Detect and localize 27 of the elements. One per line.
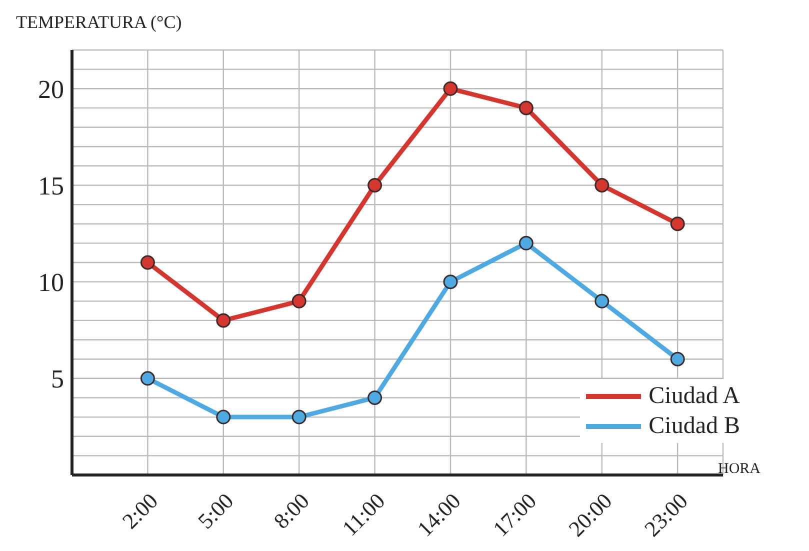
point xyxy=(292,294,306,308)
point xyxy=(443,81,458,96)
y-tick-label: 20 xyxy=(38,74,64,104)
point xyxy=(140,255,155,270)
y-tick-label: 10 xyxy=(38,268,64,298)
x-axis-title: HORA xyxy=(718,461,761,478)
point xyxy=(368,390,382,405)
x-tick-label: 8:00 xyxy=(268,488,314,534)
point xyxy=(594,178,610,192)
point xyxy=(670,352,685,366)
x-tick-label: 5:00 xyxy=(192,488,238,534)
y-tick-label: 15 xyxy=(38,171,64,200)
point xyxy=(594,294,610,308)
point xyxy=(216,410,231,424)
point xyxy=(670,216,685,232)
point xyxy=(368,178,382,192)
point xyxy=(518,100,534,116)
point xyxy=(140,371,155,386)
y-axis-title: TEMPERATURA (°C) xyxy=(16,12,182,33)
point xyxy=(518,236,534,250)
point xyxy=(443,274,458,290)
point xyxy=(292,410,306,424)
y-tick-label: 5 xyxy=(51,364,64,394)
x-tick-label: 2:00 xyxy=(117,488,163,534)
legend-label: Ciudad B xyxy=(648,412,740,441)
legend-label: Ciudad A xyxy=(648,382,740,411)
point xyxy=(216,313,231,328)
